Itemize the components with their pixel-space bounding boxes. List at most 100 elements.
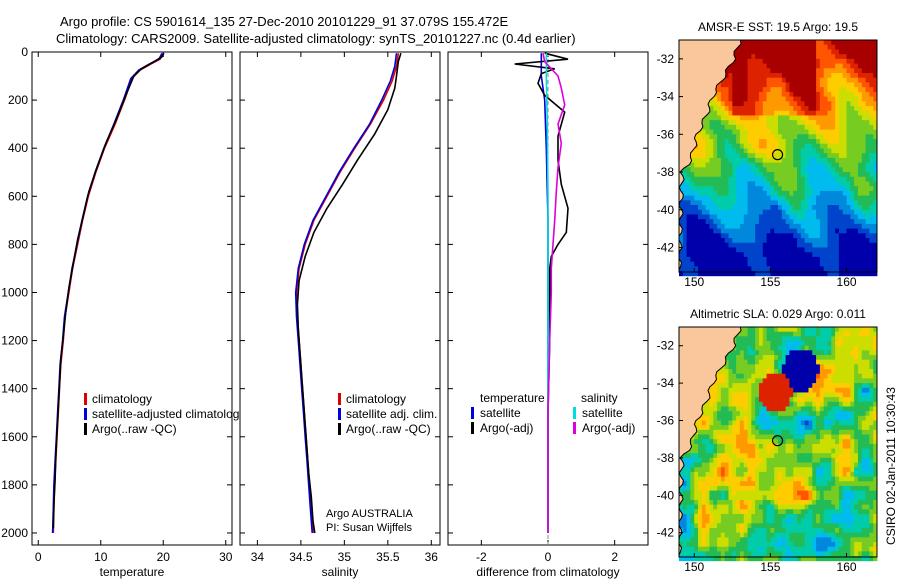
heatmap-cell (770, 364, 775, 370)
heatmap-cell (736, 63, 741, 69)
heatmap-cell (766, 209, 771, 215)
heatmap-cell (846, 49, 851, 55)
heatmap-cell (812, 139, 817, 145)
heatmap-cell (770, 406, 775, 412)
heatmap-cell (743, 223, 748, 230)
heatmap-cell (808, 205, 813, 211)
heatmap-cell (857, 420, 863, 426)
heatmap-cell (686, 186, 691, 192)
heatmap-cell (755, 425, 760, 431)
heatmap-cell (819, 467, 825, 473)
heatmap-cell (831, 429, 836, 435)
heatmap-cell (842, 101, 847, 107)
heatmap-cell (686, 242, 691, 248)
heatmap-cell (701, 476, 707, 482)
heatmap-cell (686, 167, 691, 173)
heatmap-cell (755, 190, 760, 197)
heatmap-cell (873, 228, 878, 234)
heatmap-cell (838, 364, 844, 370)
heatmap-cell (800, 129, 806, 135)
heatmap-cell (736, 115, 741, 121)
heatmap-cell (842, 214, 847, 220)
heatmap-cell (854, 467, 859, 473)
heatmap-cell (698, 209, 703, 215)
heatmap-cell (709, 467, 714, 473)
heatmap-cell (747, 54, 752, 60)
heatmap-cell (854, 355, 859, 361)
heatmap-cell (800, 77, 806, 83)
heatmap-cell (861, 434, 866, 440)
heatmap-cell (800, 443, 806, 449)
heatmap-cell (762, 115, 767, 121)
heatmap-cell (838, 181, 844, 187)
heatmap-cell (724, 110, 729, 116)
heatmap-cell (724, 162, 729, 168)
heatmap-cell (808, 327, 813, 333)
heatmap-cell (698, 162, 703, 168)
heatmap-cell (755, 214, 760, 220)
heatmap-cell (842, 513, 847, 520)
heatmap-cell (797, 429, 802, 435)
heatmap-cell (739, 336, 745, 342)
heatmap-cell (781, 387, 787, 393)
heatmap-cell (865, 443, 870, 449)
heatmap-cell (698, 509, 703, 515)
heatmap-cell (800, 336, 806, 342)
heatmap-cell (835, 209, 840, 215)
heatmap-cell (781, 439, 787, 445)
heatmap-cell (774, 481, 779, 487)
heatmap-cell (797, 462, 802, 468)
heatmap-cell (800, 186, 806, 192)
heatmap-cell (770, 513, 775, 520)
heatmap-cell (755, 490, 760, 496)
heatmap-cell (713, 411, 718, 417)
heatmap-cell (751, 457, 756, 463)
heatmap-cell (743, 457, 748, 463)
heatmap-cell (857, 411, 863, 417)
heatmap-cell (724, 172, 729, 178)
heatmap-cell (682, 495, 688, 501)
heatmap-cell (831, 63, 836, 69)
heatmap-cell (842, 411, 847, 417)
heatmap-cell (793, 214, 798, 220)
heatmap-cell (812, 162, 817, 168)
heatmap-cell (743, 359, 748, 365)
heatmap-cell (789, 513, 794, 520)
heatmap-cell (724, 181, 729, 187)
heatmap-cell (800, 87, 806, 93)
heatmap-cell (831, 443, 836, 449)
heatmap-cell (766, 200, 771, 206)
heatmap-cell (686, 271, 691, 277)
heatmap-cell (854, 110, 859, 116)
heatmap-cell (717, 148, 722, 154)
heatmap-cell (694, 256, 699, 263)
heatmap-cell (698, 499, 703, 506)
heatmap-cell (694, 434, 699, 440)
heatmap-cell (789, 200, 794, 206)
heatmap-cell (812, 172, 817, 178)
heatmap-cell (743, 205, 748, 211)
heatmap-cell (789, 420, 794, 426)
heatmap-cell (724, 453, 729, 459)
heatmap-cell (701, 181, 707, 187)
heatmap-cell (785, 242, 790, 248)
heatmap-cell (819, 420, 825, 426)
heatmap-cell (842, 345, 847, 351)
heatmap-cell (793, 49, 798, 55)
heatmap-cell (717, 162, 722, 168)
heatmap-cell (701, 523, 707, 529)
heatmap-cell (736, 205, 741, 211)
heatmap-cell (861, 341, 866, 347)
heatmap-cell (785, 58, 790, 64)
heatmap-cell (785, 331, 790, 337)
heatmap-cell (713, 504, 718, 510)
heatmap-cell (770, 219, 775, 225)
heatmap-cell (781, 219, 787, 225)
heatmap-cell (823, 219, 828, 225)
heatmap-cell (838, 110, 844, 116)
heatmap-cell (705, 190, 710, 197)
heatmap-cell (854, 383, 859, 389)
heatmap-cell (857, 429, 863, 435)
heatmap-cell (758, 209, 764, 215)
heatmap-cell (873, 266, 878, 272)
